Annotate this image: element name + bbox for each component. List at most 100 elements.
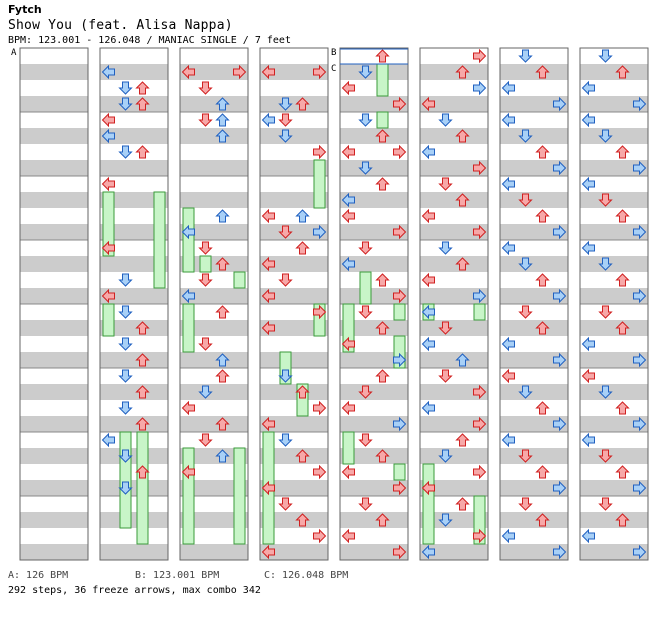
beat-stripe <box>20 384 88 400</box>
right-arrow <box>553 288 567 304</box>
beat-stripe <box>180 160 248 176</box>
beat-stripe <box>260 64 328 80</box>
up-arrow <box>535 145 550 159</box>
left-arrow <box>341 256 355 272</box>
bpm-marker-b: B <box>331 48 337 58</box>
beat-stripe <box>500 512 568 528</box>
beat-stripe <box>180 512 248 528</box>
up-arrow <box>215 305 230 319</box>
freeze-arrow <box>153 191 166 289</box>
beat-stripe <box>180 320 248 336</box>
down-arrow <box>278 113 293 127</box>
up-arrow <box>295 241 310 255</box>
down-arrow <box>198 433 213 447</box>
beat-stripe <box>100 128 168 144</box>
left-arrow <box>181 64 195 80</box>
left-arrow <box>261 256 275 272</box>
beat-stripe <box>580 512 648 528</box>
left-arrow <box>261 480 275 496</box>
right-arrow <box>313 464 327 480</box>
beat-stripe <box>500 288 568 304</box>
beat-stripe <box>580 224 648 240</box>
right-arrow <box>313 400 327 416</box>
beat-stripe <box>340 64 408 80</box>
down-arrow <box>518 129 533 143</box>
up-arrow <box>215 97 230 111</box>
beat-stripe <box>260 256 328 272</box>
beat-stripe <box>260 160 328 176</box>
down-arrow <box>118 97 133 111</box>
beat-stripe <box>580 416 648 432</box>
right-arrow <box>633 160 647 176</box>
beat-stripe <box>340 480 408 496</box>
left-arrow <box>101 176 115 192</box>
up-arrow <box>295 449 310 463</box>
up-arrow <box>215 369 230 383</box>
left-arrow <box>421 304 435 320</box>
freeze-arrow <box>119 431 132 529</box>
beat-stripe <box>420 192 488 208</box>
right-arrow <box>473 528 487 544</box>
left-arrow <box>581 240 595 256</box>
beat-stripe <box>180 384 248 400</box>
down-arrow <box>518 305 533 319</box>
down-arrow <box>358 433 373 447</box>
down-arrow <box>198 385 213 399</box>
freeze-arrow <box>359 271 372 305</box>
up-arrow <box>135 145 150 159</box>
up-arrow <box>375 369 390 383</box>
up-arrow <box>375 273 390 287</box>
up-arrow <box>295 513 310 527</box>
artist-name: Fytch <box>8 3 42 16</box>
right-arrow <box>633 352 647 368</box>
beat-stripe <box>20 256 88 272</box>
left-arrow <box>101 288 115 304</box>
beat-stripe <box>420 256 488 272</box>
beat-stripe <box>100 512 168 528</box>
right-arrow <box>473 464 487 480</box>
beat-stripe <box>500 320 568 336</box>
left-arrow <box>501 368 515 384</box>
beat-stripe <box>500 480 568 496</box>
left-arrow <box>501 112 515 128</box>
up-arrow <box>135 353 150 367</box>
left-arrow <box>501 176 515 192</box>
down-arrow <box>358 241 373 255</box>
left-arrow <box>421 272 435 288</box>
left-arrow <box>181 464 195 480</box>
beat-stripe <box>500 160 568 176</box>
up-arrow <box>135 321 150 335</box>
down-arrow <box>198 241 213 255</box>
beat-stripe <box>420 416 488 432</box>
up-arrow <box>615 65 630 79</box>
right-arrow <box>553 352 567 368</box>
left-arrow <box>181 400 195 416</box>
down-arrow <box>278 97 293 111</box>
left-arrow <box>101 432 115 448</box>
beat-stripe <box>260 128 328 144</box>
right-arrow <box>233 64 247 80</box>
left-arrow <box>581 112 595 128</box>
beat-stripe <box>500 544 568 560</box>
beat-stripe <box>500 256 568 272</box>
beat-stripe <box>260 288 328 304</box>
left-arrow <box>501 528 515 544</box>
column-1-border <box>99 47 169 561</box>
beat-stripe <box>340 352 408 368</box>
beat-stripe <box>180 544 248 560</box>
right-arrow <box>633 480 647 496</box>
beat-stripe <box>100 352 168 368</box>
bpm-marker-a: A <box>11 48 17 58</box>
beat-stripe <box>100 160 168 176</box>
right-arrow <box>313 304 327 320</box>
left-arrow <box>101 64 115 80</box>
down-arrow <box>118 481 133 495</box>
beat-stripe <box>420 544 488 560</box>
beat-stripe <box>500 384 568 400</box>
beat-stripe <box>340 512 408 528</box>
up-arrow <box>375 129 390 143</box>
left-arrow <box>581 528 595 544</box>
beat-stripe <box>500 128 568 144</box>
beat-stripe <box>260 192 328 208</box>
beat-stripe <box>580 384 648 400</box>
